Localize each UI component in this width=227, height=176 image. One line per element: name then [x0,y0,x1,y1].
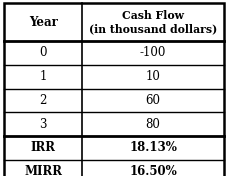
Text: 18.13%: 18.13% [128,142,176,154]
Text: 3: 3 [39,118,47,131]
Text: IRR: IRR [30,142,55,154]
Text: 2: 2 [39,94,47,107]
Text: -100: -100 [139,46,165,59]
Text: 1: 1 [39,70,47,83]
Text: 60: 60 [145,94,160,107]
Text: Cash Flow
(in thousand dollars): Cash Flow (in thousand dollars) [89,10,216,34]
Text: 16.50%: 16.50% [128,165,176,176]
Text: 80: 80 [145,118,160,131]
Text: MIRR: MIRR [24,165,62,176]
Text: 0: 0 [39,46,47,59]
Text: Year: Year [29,16,57,29]
Text: 10: 10 [145,70,160,83]
